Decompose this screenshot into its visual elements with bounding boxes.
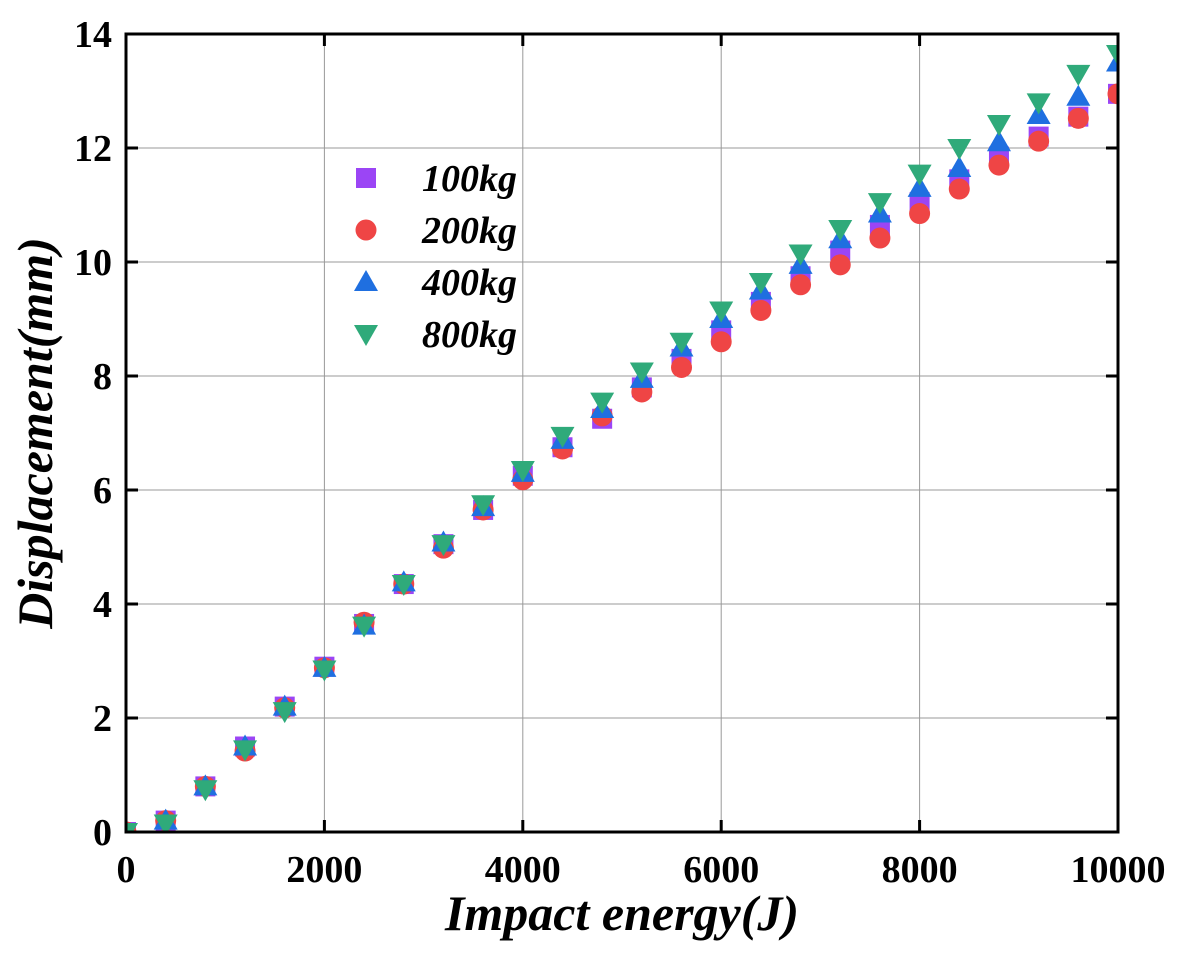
y-tick-label: 8: [93, 356, 112, 398]
point-200kg: [1107, 83, 1118, 105]
point-800kg: [126, 823, 138, 832]
series-800kg: [126, 44, 1118, 832]
y-tick-label: 14: [74, 14, 112, 56]
y-tick-label: 12: [74, 128, 112, 170]
x-tick-labels: 0 2000 4000 6000 8000 10000: [117, 849, 1166, 891]
point-800kg: [193, 780, 218, 802]
series-100kg: [126, 83, 1118, 832]
point-800kg: [748, 272, 773, 294]
point-800kg: [153, 814, 178, 832]
point-800kg: [272, 702, 297, 724]
legend-marker-800kg: [354, 325, 378, 346]
x-tick-label: 10000: [1071, 849, 1166, 891]
legend-label-100kg: 100kg: [422, 158, 517, 200]
y-tick-label: 2: [93, 698, 112, 740]
point-800kg: [828, 219, 853, 241]
data-points: [126, 44, 1118, 832]
point-800kg: [947, 139, 972, 160]
point-200kg: [869, 227, 891, 249]
x-tick-label: 4000: [485, 849, 561, 891]
point-200kg: [948, 178, 970, 200]
y-tick-label: 6: [93, 470, 112, 512]
point-800kg: [1066, 64, 1091, 86]
y-tick-labels: 0 2 4 6 8 10 12 14: [74, 14, 112, 854]
point-800kg: [1106, 44, 1118, 66]
point-800kg: [471, 495, 496, 517]
x-tick-label: 6000: [683, 849, 759, 891]
point-800kg: [431, 535, 456, 557]
point-800kg: [867, 193, 892, 215]
point-200kg: [988, 154, 1010, 176]
series-400kg: [126, 50, 1118, 832]
point-800kg: [629, 362, 654, 384]
point-400kg: [947, 155, 972, 177]
point-200kg: [829, 254, 851, 276]
point-800kg: [907, 164, 932, 186]
legend-marker-100kg: [356, 168, 376, 188]
point-200kg: [710, 331, 732, 353]
point-200kg: [750, 299, 772, 321]
point-800kg: [312, 660, 337, 682]
point-800kg: [986, 115, 1011, 137]
point-200kg: [1028, 130, 1050, 152]
legend: 100kg 200kg 400kg 800kg: [354, 158, 517, 356]
x-tick-label: 0: [117, 849, 136, 891]
point-800kg: [352, 616, 377, 638]
point-200kg: [790, 274, 812, 296]
point-800kg: [510, 461, 535, 483]
point-800kg: [669, 332, 694, 354]
point-800kg: [590, 392, 615, 414]
x-tick-label: 2000: [286, 849, 362, 891]
legend-label-400kg: 400kg: [421, 262, 517, 304]
x-axis-title: Impact energy(J): [444, 885, 799, 941]
point-800kg: [1026, 93, 1051, 115]
point-800kg: [391, 575, 416, 597]
point-800kg: [550, 426, 575, 448]
point-800kg: [233, 740, 258, 762]
point-200kg: [1067, 107, 1089, 129]
y-tick-label: 4: [93, 584, 112, 626]
legend-label-200kg: 200kg: [421, 210, 517, 252]
point-400kg: [907, 175, 932, 197]
x-tick-label: 8000: [882, 849, 958, 891]
point-400kg: [1066, 84, 1091, 106]
point-200kg: [671, 356, 693, 378]
y-tick-label: 0: [93, 812, 112, 854]
plot-frame: [124, 32, 1120, 834]
y-tick-label: 10: [74, 242, 112, 284]
point-400kg: [986, 130, 1011, 152]
point-200kg: [909, 203, 931, 225]
series-200kg: [126, 83, 1118, 832]
legend-marker-200kg: [355, 219, 377, 241]
legend-label-800kg: 800kg: [422, 314, 517, 356]
y-axis-title: Displacement(mm): [7, 237, 63, 630]
point-800kg: [709, 301, 734, 323]
point-800kg: [788, 244, 813, 266]
legend-marker-400kg: [354, 270, 378, 291]
